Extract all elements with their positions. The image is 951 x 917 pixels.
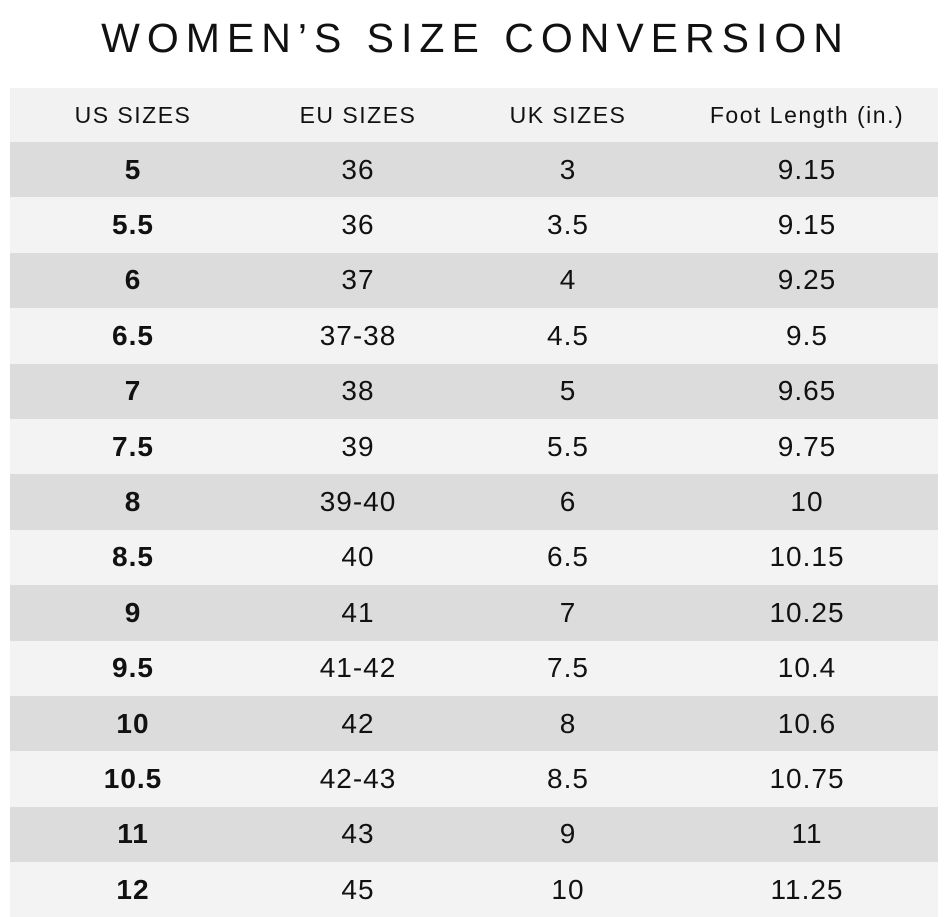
table-cell: 10.75	[676, 751, 938, 807]
title: WOMEN’S SIZE CONVERSION	[101, 15, 850, 61]
table-row: 6 37 4 9.25	[10, 252, 938, 309]
us-size-cell: 5	[10, 142, 256, 198]
us-size-cell: 8.5	[10, 529, 256, 586]
table-cell: 3.5	[460, 197, 676, 253]
table-cell: 41-42	[256, 640, 460, 696]
table-cell: 10.6	[676, 695, 938, 752]
table-cell: 42	[256, 695, 460, 752]
table-cell: 11	[676, 806, 938, 863]
table-cell: 3	[460, 142, 676, 198]
table-cell: 10.4	[676, 640, 938, 696]
table-row: 7 38 5 9.65	[10, 363, 938, 419]
table-cell: 7.5	[460, 640, 676, 696]
table-cell: 37	[256, 252, 460, 309]
table-cell: 45	[256, 862, 460, 917]
table-row: 11 43 9 11	[10, 806, 938, 863]
table-cell: 9.15	[676, 142, 938, 198]
table-cell: 9.15	[676, 197, 938, 253]
us-size-cell: 10	[10, 695, 256, 752]
us-size-cell: 9.5	[10, 640, 256, 696]
table-cell: 10.25	[676, 585, 938, 641]
table-cell: 9.75	[676, 418, 938, 475]
table-cell: 4	[460, 252, 676, 309]
table-cell: 8.5	[460, 751, 676, 807]
table-cell: 36	[256, 142, 460, 198]
table-row: 9 41 7 10.25	[10, 585, 938, 641]
table-cell: 42-43	[256, 751, 460, 807]
table-cell: 41	[256, 585, 460, 641]
table-row: 12 45 10 11.25	[10, 862, 938, 917]
table-cell: 5.5	[460, 418, 676, 475]
table-cell: 8	[460, 695, 676, 752]
table-cell: 39	[256, 418, 460, 475]
us-size-cell: 10.5	[10, 751, 256, 807]
table-cell: 10	[460, 862, 676, 917]
us-size-cell: 7	[10, 363, 256, 419]
table-cell: 9.25	[676, 252, 938, 309]
table-cell: 43	[256, 806, 460, 863]
size-table: US SIZES EU SIZES UK SIZES Foot Length (in.…	[10, 88, 938, 917]
column-header: US SIZES	[10, 88, 256, 142]
table-cell: 4.5	[460, 308, 676, 364]
table-cell: 9.65	[676, 363, 938, 419]
table-cell: 10.15	[676, 529, 938, 586]
table-cell: 39-40	[256, 474, 460, 530]
table-row: 5 36 3 9.15	[10, 142, 938, 198]
table-cell: 7	[460, 585, 676, 641]
table-cell: 5	[460, 363, 676, 419]
table-row: 7.5 39 5.5 9.75	[10, 418, 938, 475]
us-size-cell: 5.5	[10, 197, 256, 253]
table-cell: 6	[460, 474, 676, 530]
us-size-cell: 6	[10, 252, 256, 309]
table-cell: 11.25	[676, 862, 938, 917]
table-cell: 38	[256, 363, 460, 419]
us-size-cell: 8	[10, 474, 256, 530]
table-row: 10.5 42-43 8.5 10.75	[10, 751, 938, 807]
column-header: EU SIZES	[256, 88, 460, 142]
table-row: 10 42 8 10.6	[10, 695, 938, 752]
table-cell: 9	[460, 806, 676, 863]
table-row: 9.5 41-42 7.5 10.4	[10, 640, 938, 696]
column-header: Foot Length (in.)	[676, 88, 938, 142]
table-cell: 10	[676, 474, 938, 530]
table-cell: 37-38	[256, 308, 460, 364]
table-cell: 9.5	[676, 308, 938, 364]
column-header: UK SIZES	[460, 88, 676, 142]
table-row: 8.5 40 6.5 10.15	[10, 529, 938, 586]
us-size-cell: 6.5	[10, 308, 256, 364]
table-row: 6.5 37-38 4.5 9.5	[10, 308, 938, 364]
us-size-cell: 12	[10, 862, 256, 917]
us-size-cell: 9	[10, 585, 256, 641]
table-cell: 6.5	[460, 529, 676, 586]
us-size-cell: 7.5	[10, 418, 256, 475]
table-cell: 40	[256, 529, 460, 586]
table-row: 8 39-40 6 10	[10, 474, 938, 530]
table-row: 5.5 36 3.5 9.15	[10, 197, 938, 253]
us-size-cell: 11	[10, 806, 256, 863]
table-cell: 36	[256, 197, 460, 253]
header-row: US SIZES EU SIZES UK SIZES Foot Length (in.…	[10, 88, 938, 142]
